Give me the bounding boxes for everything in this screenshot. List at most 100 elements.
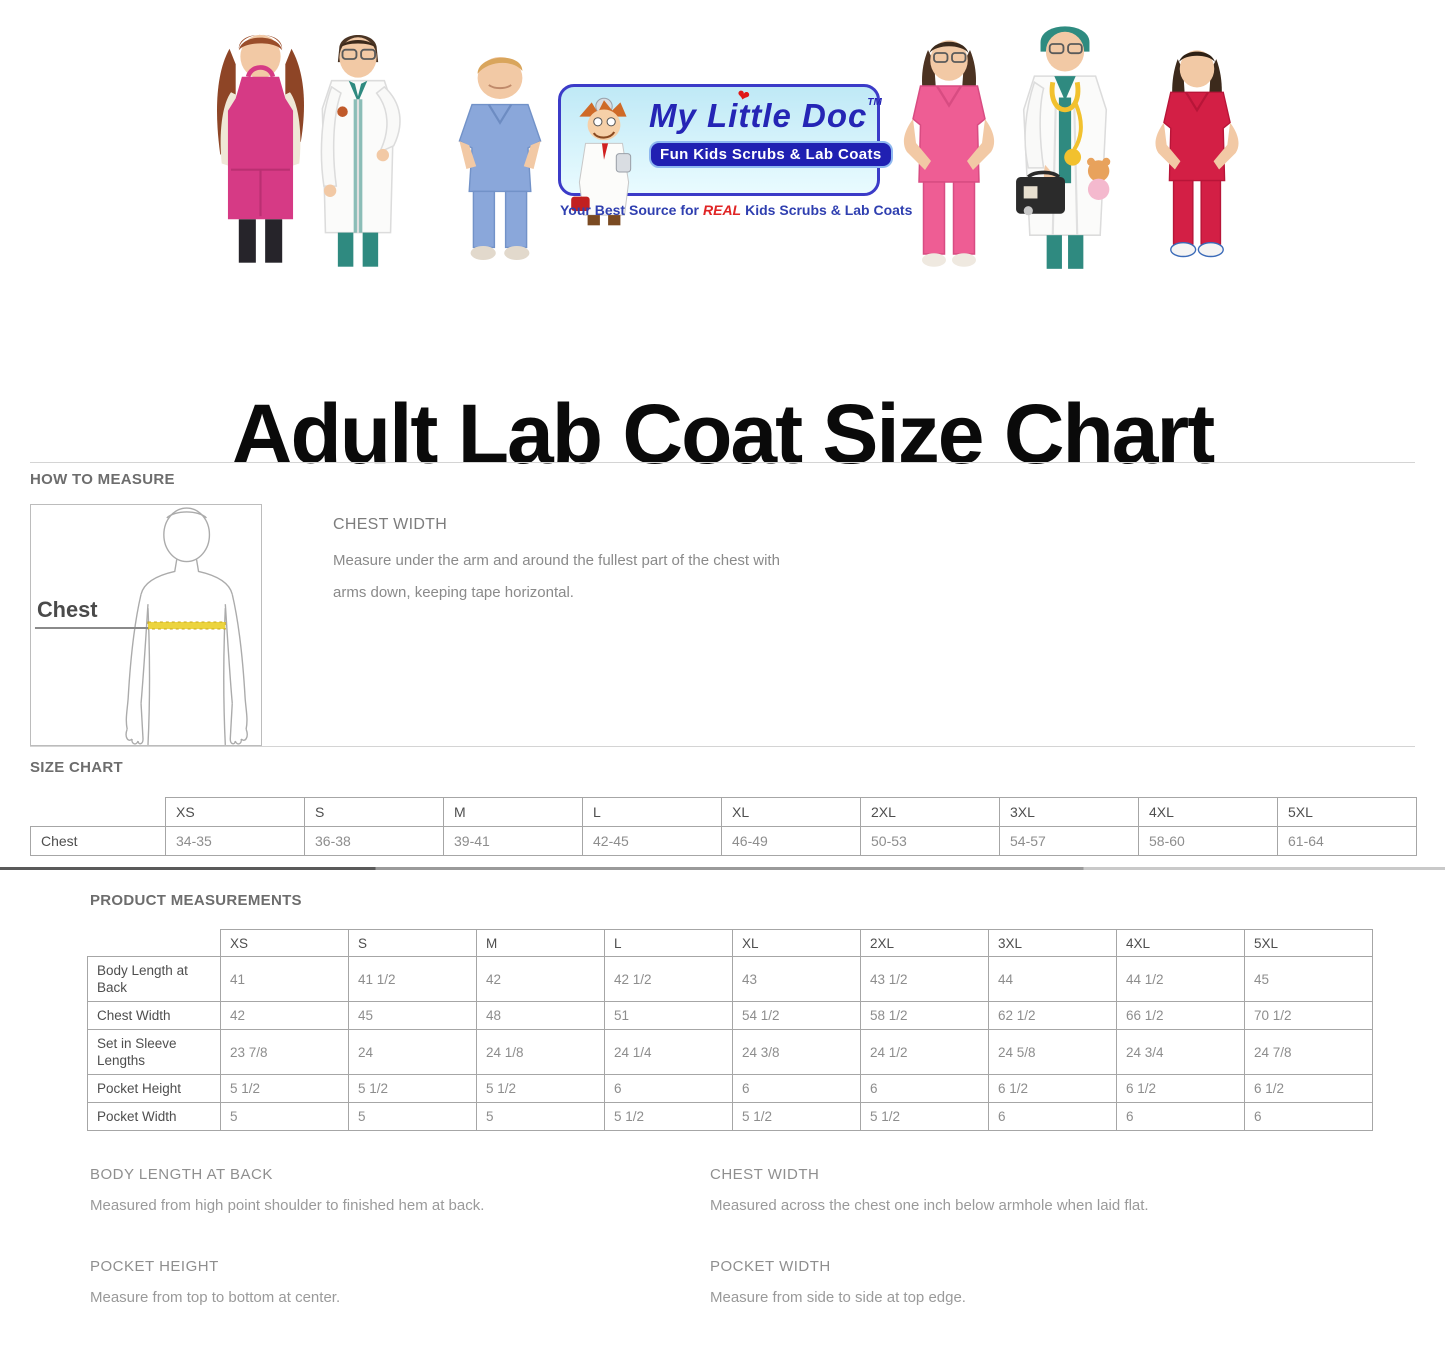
measurement-value: 54 1/2	[732, 1001, 861, 1030]
chest-measure-diagram: Chest	[30, 504, 262, 746]
chest-diagram-label: Chest	[37, 597, 98, 622]
product-measurements-table: XS S M L XL 2XL 3XL 4XL 5XL Body Length at Back 41…	[87, 929, 1373, 1131]
size-column-header: L	[582, 797, 722, 827]
definition-pocket-height: POCKET HEIGHT Measure from top to bottom…	[90, 1258, 710, 1350]
product-measurements-heading: PRODUCT MEASUREMENTS	[90, 892, 302, 909]
row-label: Chest	[30, 826, 166, 856]
measurement-value: 6	[1244, 1102, 1373, 1131]
definition-term: POCKET HEIGHT	[90, 1258, 219, 1275]
measurement-value: 54-57	[999, 826, 1139, 856]
measurement-value: 5 1/2	[476, 1074, 605, 1103]
photo-kid-doctor-with-bag	[985, 18, 1145, 278]
girl-pink-apron-figure	[217, 34, 304, 263]
size-column-header: 4XL	[1138, 797, 1278, 827]
definition-chest-width: CHEST WIDTH Measured across the chest on…	[710, 1166, 1380, 1258]
kid-doctor-figure	[1016, 26, 1111, 269]
size-column-header: S	[348, 929, 477, 957]
girl-lab-coat-figure	[320, 34, 401, 267]
size-column-header: M	[443, 797, 583, 827]
definition-description: Measure from top to bottom at center.	[90, 1289, 341, 1306]
measurement-value: 24 7/8	[1244, 1029, 1373, 1075]
table-corner-blank	[31, 798, 166, 827]
measurement-value: 36-38	[304, 826, 444, 856]
size-column-header: L	[604, 929, 733, 957]
measurement-value: 24 1/2	[860, 1029, 989, 1075]
size-column-header: 2XL	[860, 929, 989, 957]
measurement-value: 61-64	[1277, 826, 1417, 856]
divider-line	[30, 746, 1415, 747]
top-banner: My Little DocTM ❤ Fun Kids Scrubs & Lab C…	[0, 0, 1445, 300]
measurement-value: 24 3/4	[1116, 1029, 1245, 1075]
size-column-header: 3XL	[999, 797, 1139, 827]
size-column-header: XS	[220, 929, 349, 957]
size-column-header: 3XL	[988, 929, 1117, 957]
measurement-value: 58 1/2	[860, 1001, 989, 1030]
measurement-value: 45	[1244, 956, 1373, 1002]
section-divider	[0, 867, 1445, 870]
divider-line	[30, 462, 1415, 463]
measurement-value: 41	[220, 956, 349, 1002]
size-column-header: 5XL	[1277, 797, 1417, 827]
definition-term: POCKET WIDTH	[710, 1258, 831, 1275]
measurement-value: 24 5/8	[988, 1029, 1117, 1075]
measurement-value: 6	[732, 1074, 861, 1103]
measurement-value: 39-41	[443, 826, 583, 856]
measurement-value: 5 1/2	[604, 1102, 733, 1131]
definition-body-length: BODY LENGTH AT BACK Measured from high p…	[90, 1166, 710, 1258]
measurement-value: 66 1/2	[1116, 1001, 1245, 1030]
measurement-value: 62 1/2	[988, 1001, 1117, 1030]
measurement-value: 6 1/2	[1116, 1074, 1245, 1103]
size-column-header: S	[304, 797, 444, 827]
measurement-value: 42	[220, 1001, 349, 1030]
measurement-definitions: BODY LENGTH AT BACK Measured from high p…	[90, 1166, 1380, 1350]
row-label: Chest Width	[87, 1001, 221, 1030]
size-column-header: XS	[165, 797, 305, 827]
measurement-value: 5 1/2	[860, 1102, 989, 1131]
measurement-value: 45	[348, 1001, 477, 1030]
size-chart-heading: SIZE CHART	[30, 759, 123, 776]
chest-width-explainer: CHEST WIDTH Measure under the arm and ar…	[333, 516, 833, 624]
measurement-value: 5	[348, 1102, 477, 1131]
measurement-value: 24 3/8	[732, 1029, 861, 1075]
chest-width-label: CHEST WIDTH	[333, 516, 448, 533]
chest-width-description: Measure under the arm and around the ful…	[333, 552, 780, 601]
how-to-measure-heading: HOW TO MEASURE	[30, 471, 175, 488]
size-chart-table: XS S M L XL 2XL 3XL 4XL 5XL Chest 34-35 36-38 39-41 4…	[30, 797, 1417, 856]
measurement-value: 24	[348, 1029, 477, 1075]
definition-description: Measured across the chest one inch below…	[710, 1197, 1149, 1214]
girl-pink-scrubs-figure	[903, 40, 995, 267]
measurement-value: 43	[732, 956, 861, 1002]
measurement-value: 42-45	[582, 826, 722, 856]
measurement-value: 6 1/2	[988, 1074, 1117, 1103]
girl-red-scrubs-figure	[1155, 50, 1239, 258]
size-column-header: 2XL	[860, 797, 1000, 827]
row-label: Pocket Width	[87, 1102, 221, 1131]
logo-text: My Little DocTM ❤ Fun Kids Scrubs & Lab C…	[649, 87, 893, 168]
measurement-value: 6	[1116, 1102, 1245, 1131]
measurement-value: 46-49	[721, 826, 861, 856]
measurement-value: 5 1/2	[348, 1074, 477, 1103]
measurement-value: 5	[476, 1102, 605, 1131]
photo-girl-in-white-lab-coat	[268, 28, 448, 276]
body-outline-diagram: Chest	[34, 507, 248, 745]
photo-girl-in-red-scrubs	[1128, 30, 1266, 276]
size-column-header: XL	[732, 929, 861, 957]
measurement-value: 5 1/2	[220, 1074, 349, 1103]
measurement-value: 6 1/2	[1244, 1074, 1373, 1103]
definition-pocket-width: POCKET WIDTH Measure from side to side a…	[710, 1258, 1380, 1350]
measurement-value: 42 1/2	[604, 956, 733, 1002]
measurement-value: 6	[604, 1074, 733, 1103]
toddler-blue-scrubs-figure	[458, 57, 542, 260]
size-column-header: M	[476, 929, 605, 957]
brand-logo[interactable]: My Little DocTM ❤ Fun Kids Scrubs & Lab C…	[558, 84, 893, 226]
trademark-mark: TM	[867, 97, 882, 108]
measurement-value: 48	[476, 1001, 605, 1030]
measurement-value: 5 1/2	[732, 1102, 861, 1131]
measurement-value: 24 1/8	[476, 1029, 605, 1075]
measurement-value: 42	[476, 956, 605, 1002]
measurement-value: 23 7/8	[220, 1029, 349, 1075]
row-label: Set in Sleeve Lengths	[87, 1029, 221, 1075]
logo-pill: Fun Kids Scrubs & Lab Coats	[649, 141, 893, 168]
size-column-header: XL	[721, 797, 861, 827]
measuring-tape-band	[147, 621, 226, 630]
